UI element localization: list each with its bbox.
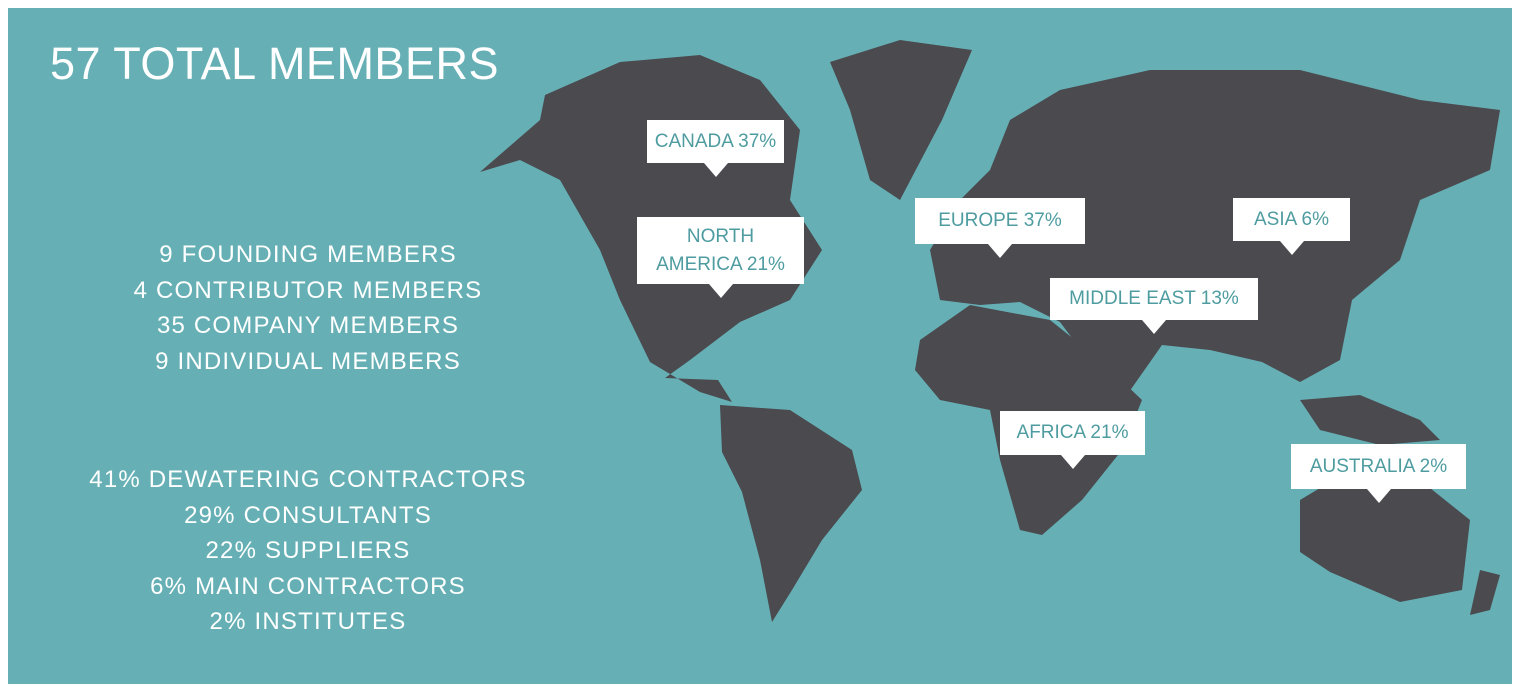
callout-middle-east: MIDDLE EAST 13%	[1050, 278, 1258, 334]
callout-north-america-line2: AMERICA 21%	[656, 253, 785, 275]
callout-europe: EUROPE 37%	[915, 198, 1085, 258]
member-category-item: 29% CONSULTANTS	[184, 501, 432, 529]
greenland-landmass	[830, 40, 972, 200]
callout-europe-label: EUROPE 37%	[938, 210, 1062, 231]
membership-type-item: 9 INDIVIDUAL MEMBERS	[155, 347, 461, 375]
callout-canada: CANADA 37%	[647, 120, 784, 177]
membership-types-list: 9 FOUNDING MEMBERS 4 CONTRIBUTOR MEMBERS…	[48, 237, 568, 379]
callout-north-america-line1: NORTH	[686, 225, 755, 247]
member-categories-list: 41% DEWATERING CONTRACTORS 29% CONSULTAN…	[48, 462, 568, 640]
southeast-asia-islands	[1300, 395, 1440, 445]
australia-landmass	[1300, 470, 1470, 602]
callout-middle-east-label: MIDDLE EAST 13%	[1069, 288, 1239, 309]
member-category-item: 6% MAIN CONTRACTORS	[150, 572, 466, 600]
south-america-landmass	[720, 405, 862, 622]
new-zealand-landmass	[1470, 570, 1500, 615]
membership-type-item: 9 FOUNDING MEMBERS	[159, 241, 457, 268]
membership-type-item: 4 CONTRIBUTOR MEMBERS	[133, 276, 483, 304]
callout-africa-label: AFRICA 21%	[1016, 422, 1129, 443]
member-category-item: 22% SUPPLIERS	[205, 537, 411, 564]
callout-australia-label: AUSTRALIA 2%	[1309, 455, 1448, 477]
callout-australia: AUSTRALIA 2%	[1291, 444, 1466, 503]
callout-canada-label: CANADA 37%	[654, 130, 777, 152]
member-category-item: 41% DEWATERING CONTRACTORS	[89, 466, 527, 493]
callout-asia: ASIA 6%	[1233, 198, 1350, 255]
callout-asia-label: ASIA 6%	[1254, 208, 1329, 230]
member-category-item: 2% INSTITUTES	[209, 608, 407, 635]
callout-africa: AFRICA 21%	[1000, 411, 1145, 469]
infographic-panel: 57 TOTAL MEMBERS 9 FOUNDING MEMBERS 4 CO…	[8, 8, 1512, 684]
page-title: 57 TOTAL MEMBERS	[50, 38, 499, 89]
callout-north-america: NORTH AMERICA 21%	[637, 217, 804, 298]
membership-type-item: 35 COMPANY MEMBERS	[156, 312, 460, 339]
